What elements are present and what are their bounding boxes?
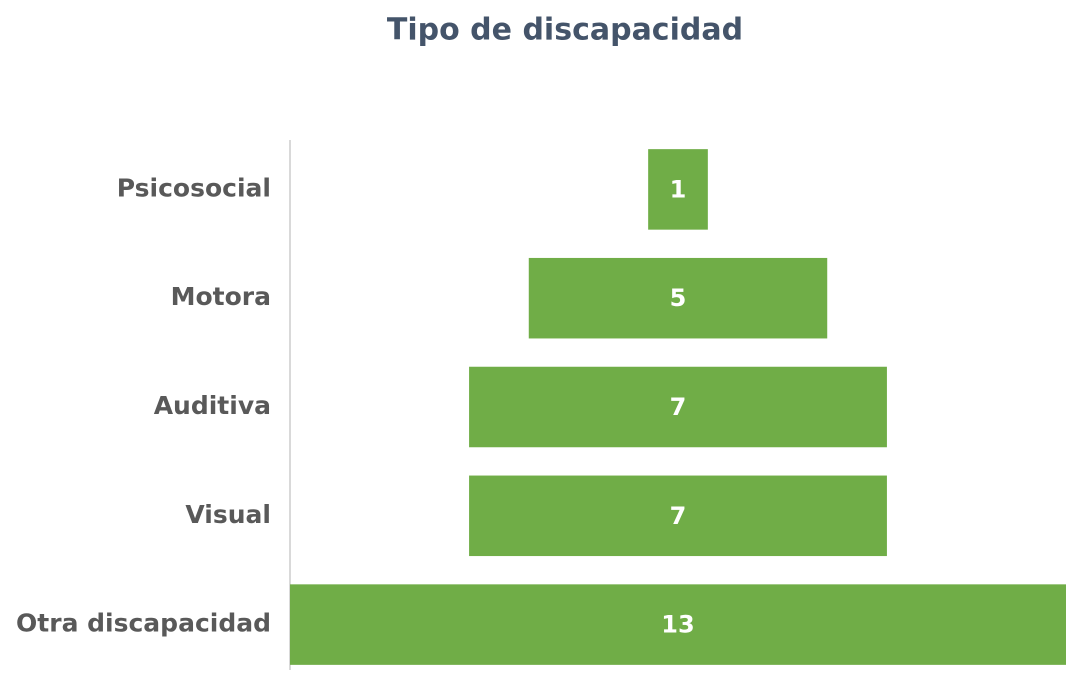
funnel-bar xyxy=(290,584,1066,665)
category-label: Psicosocial xyxy=(117,173,271,202)
funnel-bar xyxy=(469,475,887,557)
funnel-bar xyxy=(528,257,828,339)
chart-title: Tipo de discapacidad xyxy=(387,13,743,48)
data-label: 5 xyxy=(670,284,687,312)
data-label: 7 xyxy=(670,393,687,421)
data-label: 1 xyxy=(670,175,687,203)
funnel-bar xyxy=(469,366,887,448)
data-label: 13 xyxy=(661,611,694,639)
category-label: Visual xyxy=(185,500,271,529)
category-label: Motora xyxy=(171,282,271,311)
category-label: Otra discapacidad xyxy=(16,609,271,638)
funnel-bar xyxy=(648,149,708,230)
data-label: 7 xyxy=(670,502,687,530)
category-label: Auditiva xyxy=(154,391,271,420)
